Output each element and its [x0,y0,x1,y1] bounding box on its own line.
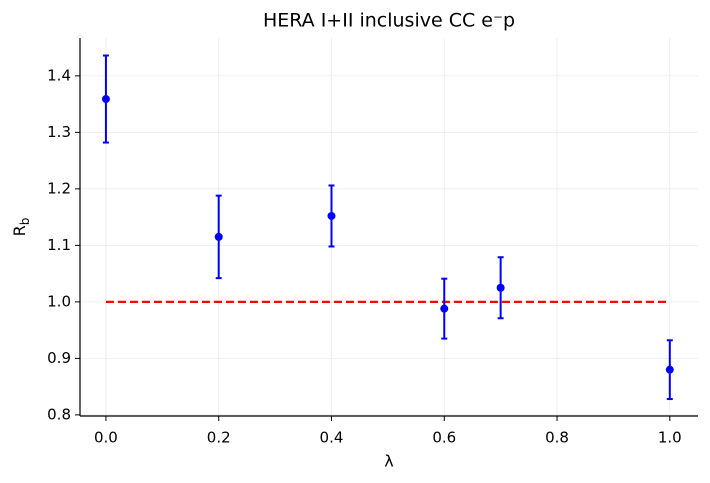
chart-title: HERA I+II inclusive CC e⁻p [263,10,515,32]
y-tick-label: 1.3 [47,123,71,141]
y-axis-label-text: Rb [10,218,32,237]
data-point [665,365,674,374]
data-point [496,283,505,292]
y-tick-label: 1.4 [47,66,71,84]
y-label-main: R [10,225,29,236]
y-tick-label: 1.2 [47,179,71,197]
x-tick-label: 0.6 [432,429,456,447]
x-tick-label: 1.0 [658,429,682,447]
y-tick-label: 0.9 [47,349,71,367]
x-tick-label: 0.4 [320,429,344,447]
y-tick-label: 1.1 [47,236,71,254]
data-point [327,211,336,220]
x-tick-label: 0.2 [207,429,231,447]
y-tick-label: 0.8 [47,405,71,423]
y-label-sub: b [18,218,32,226]
data-point [214,232,223,241]
x-tick-label: 0.0 [94,429,118,447]
y-tick-label: 1.0 [47,292,71,310]
x-tick-label: 0.8 [545,429,569,447]
y-axis-label: Rb [10,218,32,237]
data-point [440,304,449,313]
data-point [101,95,110,104]
x-axis-label: λ [384,452,393,471]
